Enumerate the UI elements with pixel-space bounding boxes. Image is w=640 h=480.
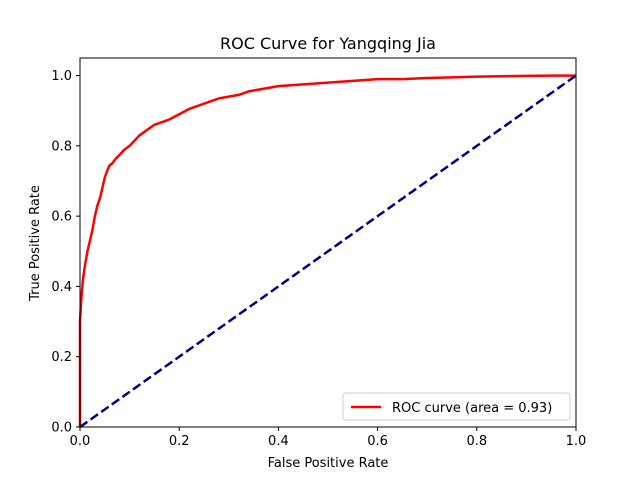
axes-frame bbox=[79, 57, 577, 428]
legend-label-roc: ROC curve (area = 0.93) bbox=[392, 401, 552, 416]
x-tick-label: 1.0 bbox=[566, 434, 587, 449]
y-tick-label: 0.0 bbox=[51, 421, 72, 436]
y-tick-label: 0.8 bbox=[51, 139, 72, 154]
y-axis-label: True Positive Rate bbox=[28, 185, 43, 302]
x-tick-label: 0.6 bbox=[367, 434, 388, 449]
series-line-chance-diagonal bbox=[79, 74, 577, 429]
chart-title: ROC Curve for Yangqing Jia bbox=[220, 34, 436, 53]
y-tick-label: 0.2 bbox=[51, 350, 72, 365]
x-tick-label: 0.4 bbox=[268, 434, 289, 449]
series-line-roc-curve bbox=[78, 74, 576, 427]
x-tick-label: 0.8 bbox=[466, 434, 487, 449]
y-tick-label: 0.6 bbox=[51, 210, 72, 225]
legend-box bbox=[342, 392, 571, 421]
y-tick-label: 1.0 bbox=[51, 69, 72, 84]
x-tick-label: 0.0 bbox=[70, 434, 91, 449]
legend: ROC curve (area = 0.93) bbox=[342, 392, 571, 421]
plot-area: 0.0 0.2 0.4 0.6 0.8 1.0 0.0 0.2 0.4 0.6 0.8 1.0 bbox=[51, 57, 587, 449]
y-tick-label: 0.4 bbox=[51, 280, 72, 295]
x-axis-label: False Positive Rate bbox=[268, 456, 389, 471]
x-tick-label: 0.2 bbox=[169, 434, 190, 449]
